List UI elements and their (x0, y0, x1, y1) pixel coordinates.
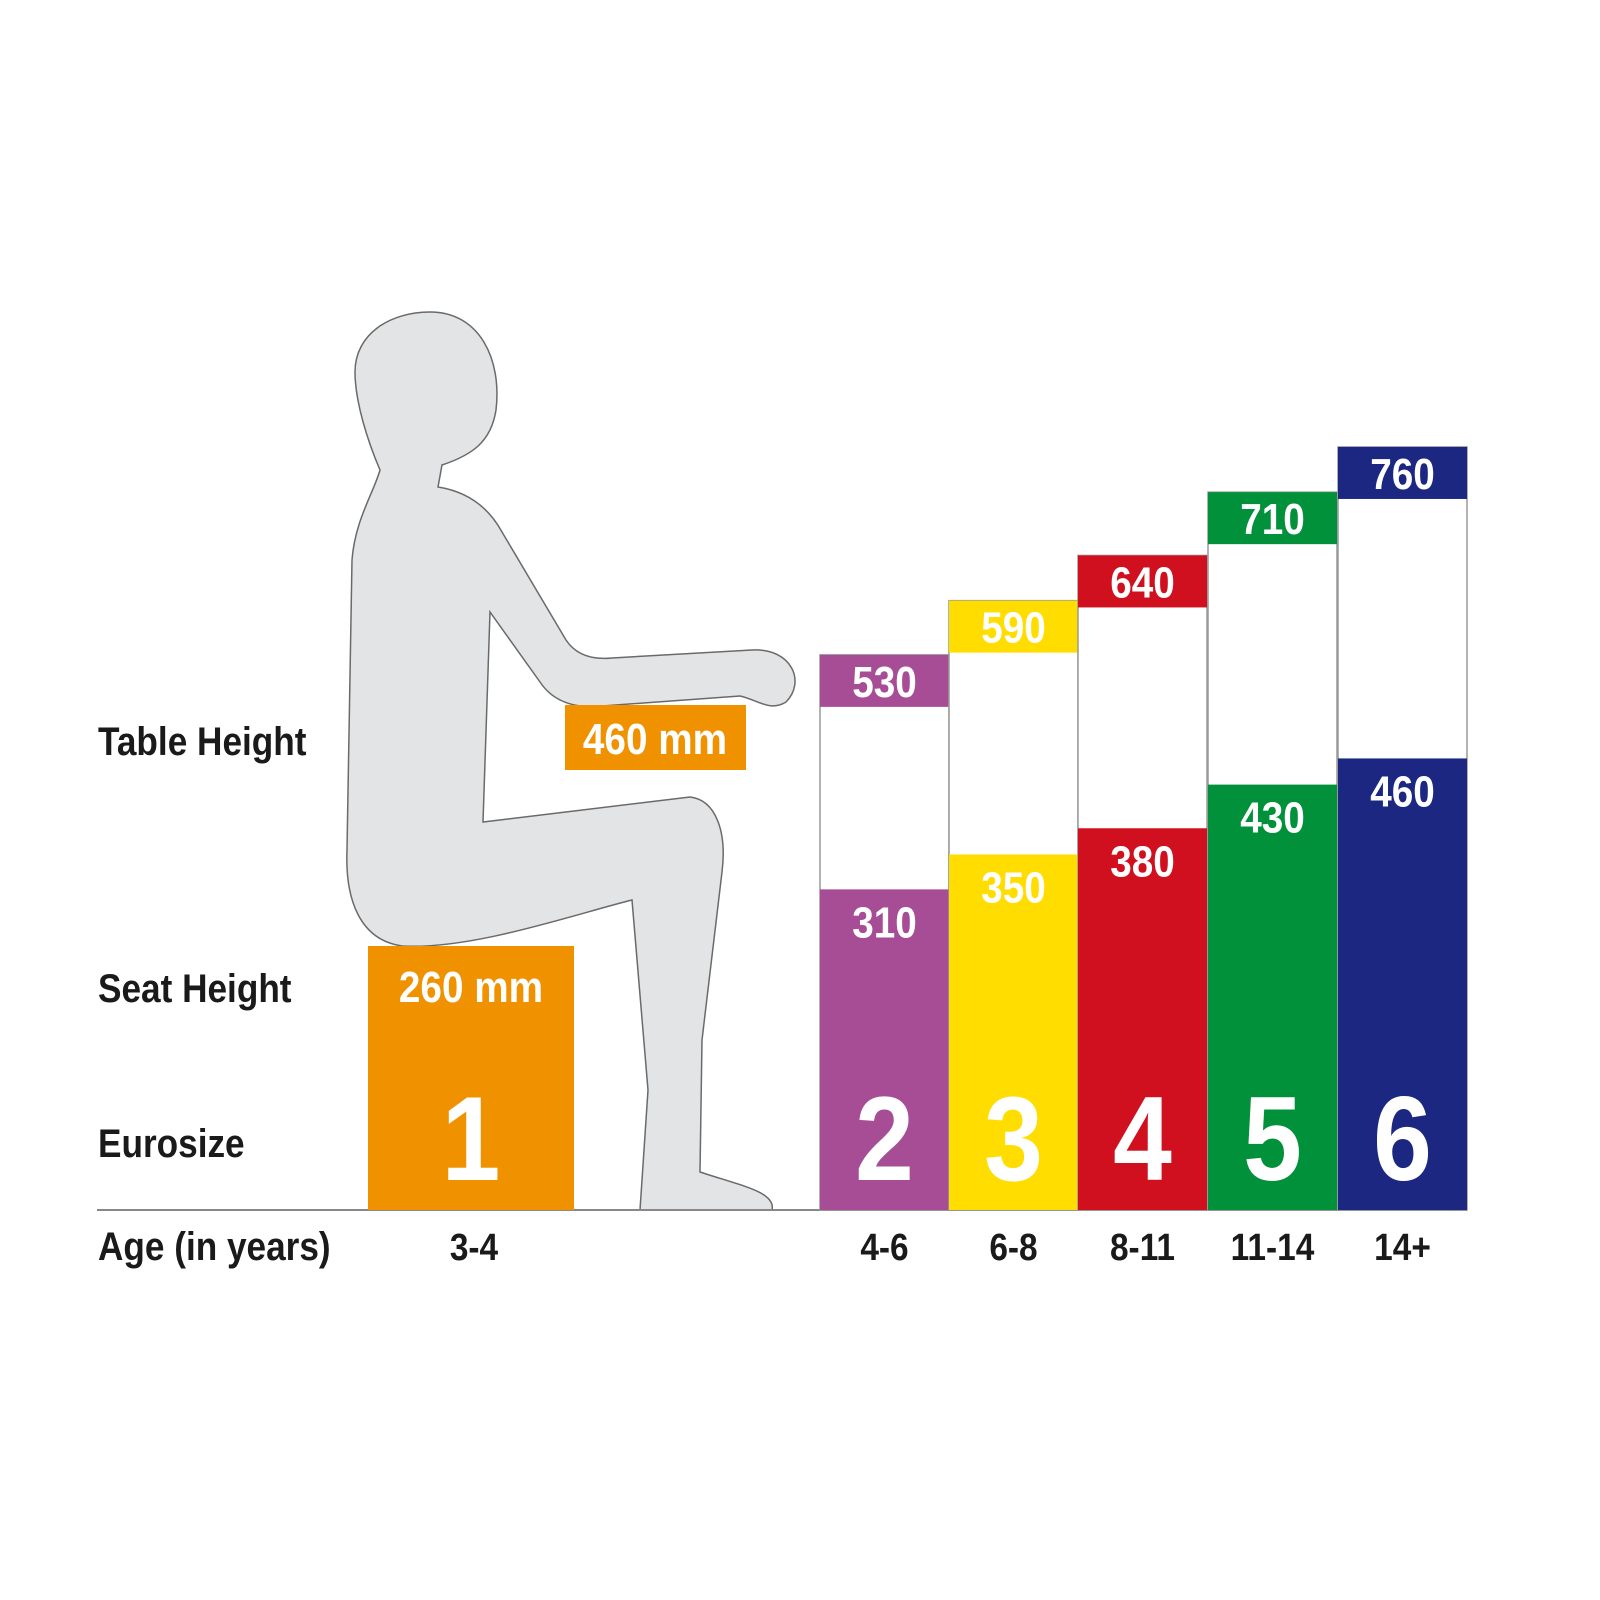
age-label: 3-4 (450, 1226, 498, 1268)
eurosize-number: 2 (855, 1072, 914, 1206)
table-height-label: 590 (981, 602, 1046, 652)
age-label: 14+ (1374, 1226, 1431, 1268)
size-2-column: 530 310 2 4-6 (819, 654, 950, 1268)
seat-height-label: 260 mm (399, 962, 543, 1012)
table-height-label: 760 (1370, 449, 1435, 499)
seat-height-label: 380 (1110, 836, 1175, 886)
eurosize-number: 4 (1113, 1072, 1172, 1206)
size-3-column: 590 350 3 6-8 (948, 599, 1079, 1268)
row-label-age: Age (in years) (98, 1224, 331, 1269)
row-label-eurosize: Eurosize (98, 1121, 245, 1166)
row-label-table-height: Table Height (98, 719, 307, 764)
table-height-label: 640 (1110, 557, 1175, 607)
table-height-badge (565, 705, 746, 770)
table-height-band (1338, 446, 1467, 499)
seat-bar (1208, 784, 1337, 1210)
seat-height-label: 460 (1370, 766, 1435, 816)
size-4-column: 640 380 4 8-11 (1077, 554, 1208, 1268)
size-1-column: 260 mm 1 460 mm 3-4 (368, 705, 746, 1268)
table-height-label: 710 (1240, 494, 1305, 544)
table-height-label: 530 (852, 657, 917, 707)
seat-bar (820, 889, 949, 1210)
age-label: 11-14 (1231, 1226, 1315, 1268)
seat-bar (949, 854, 1078, 1210)
seat-bar (368, 946, 574, 1210)
age-label: 4-6 (860, 1226, 908, 1268)
size-5-column: 710 430 5 11-14 (1207, 491, 1338, 1268)
age-label: 6-8 (989, 1226, 1037, 1268)
table-height-band (1208, 492, 1337, 545)
table-height-band (949, 600, 1078, 653)
row-label-seat-height: Seat Height (98, 966, 292, 1011)
eurosize-number: 6 (1373, 1072, 1432, 1206)
size-6-column: 760 460 6 14+ (1337, 446, 1468, 1268)
seated-child-silhouette (346, 311, 796, 1211)
eurosize-number: 3 (984, 1072, 1043, 1206)
seat-bar (1078, 828, 1207, 1210)
eurosize-number: 5 (1243, 1072, 1302, 1206)
table-height-band (1078, 555, 1207, 608)
seat-height-label: 350 (981, 862, 1046, 912)
eurosize-number: 1 (442, 1072, 501, 1206)
table-height-label: 460 mm (583, 714, 727, 764)
seat-height-label: 310 (852, 897, 917, 947)
table-height-band (820, 654, 949, 707)
seat-height-label: 430 (1240, 792, 1305, 842)
seat-bar (1338, 758, 1467, 1210)
age-label: 8-11 (1110, 1226, 1175, 1268)
